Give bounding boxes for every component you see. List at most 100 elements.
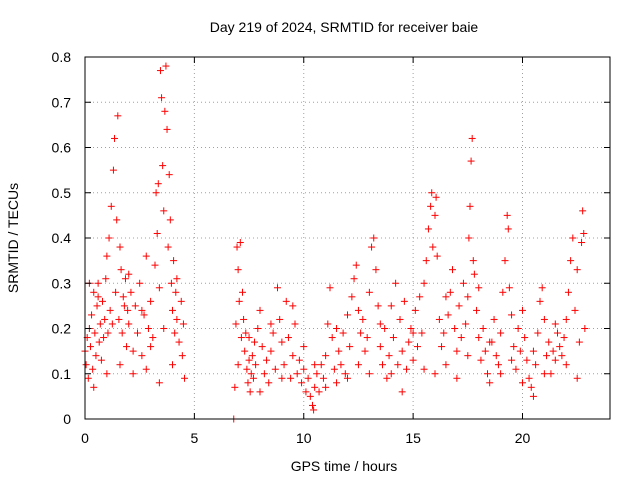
data-point <box>246 388 254 396</box>
data-point <box>138 306 146 314</box>
data-point <box>398 388 406 396</box>
data-point <box>529 392 537 400</box>
data-point <box>359 315 367 323</box>
data-point <box>564 288 572 296</box>
data-point <box>449 266 456 274</box>
data-point <box>547 370 555 378</box>
data-point <box>527 383 535 391</box>
data-point <box>451 325 459 332</box>
data-point <box>311 361 319 369</box>
data-point <box>231 383 239 391</box>
data-point <box>115 315 123 323</box>
data-point <box>129 370 137 378</box>
data-point <box>242 329 250 337</box>
data-point <box>516 347 524 355</box>
data-point <box>499 288 507 296</box>
data-point <box>400 297 408 305</box>
data-point <box>333 379 341 387</box>
data-point <box>240 315 248 323</box>
data-point <box>379 361 386 369</box>
data-point <box>465 234 473 242</box>
data-point <box>519 379 526 387</box>
data-point <box>464 352 472 360</box>
data-point <box>497 329 505 337</box>
data-point <box>106 306 114 314</box>
data-point <box>267 347 275 355</box>
data-point <box>534 329 542 337</box>
data-point <box>95 338 103 346</box>
data-point <box>431 211 439 219</box>
data-point <box>569 234 577 242</box>
data-point <box>416 293 424 301</box>
data-point <box>503 211 511 219</box>
data-point <box>429 243 437 251</box>
data-point <box>337 361 345 369</box>
data-point <box>258 343 266 351</box>
data-point <box>248 352 256 360</box>
data-point <box>291 320 299 328</box>
data-point <box>237 334 245 342</box>
data-point <box>103 252 111 260</box>
data-point <box>514 325 522 332</box>
data-point <box>300 365 308 373</box>
data-point <box>138 352 146 360</box>
data-point <box>468 134 476 142</box>
data-point <box>403 365 411 373</box>
data-point <box>469 257 477 265</box>
data-point <box>274 284 281 292</box>
data-point <box>96 320 104 328</box>
data-point <box>142 365 150 373</box>
data-point <box>341 370 349 378</box>
data-point <box>309 401 316 409</box>
data-point <box>512 365 520 373</box>
data-point <box>446 288 454 296</box>
data-point <box>263 356 271 364</box>
data-point <box>490 315 498 323</box>
data-point <box>111 134 119 142</box>
data-point <box>328 334 336 342</box>
data-point <box>142 252 150 260</box>
data-point <box>169 361 176 369</box>
data-point <box>276 315 284 323</box>
data-point <box>179 320 187 328</box>
data-point <box>414 343 421 351</box>
data-point <box>418 329 426 337</box>
data-point <box>251 338 259 346</box>
data-point <box>442 361 450 369</box>
data-point <box>123 343 131 351</box>
x-tick-label: 20 <box>515 430 531 446</box>
data-point <box>243 365 251 373</box>
data-point <box>431 370 439 378</box>
data-point <box>289 352 297 360</box>
data-point <box>119 293 127 301</box>
data-point <box>326 284 334 292</box>
data-point <box>354 306 362 314</box>
data-point <box>335 347 343 355</box>
data-point <box>352 261 360 269</box>
data-point <box>363 334 371 342</box>
data-point <box>84 374 92 382</box>
data-point <box>169 306 176 314</box>
data-point <box>234 361 242 369</box>
data-point <box>172 288 180 296</box>
x-axis-label: GPS time / hours <box>291 458 398 474</box>
data-point <box>453 374 461 382</box>
data-point <box>166 216 174 224</box>
data-point <box>171 329 179 337</box>
data-point <box>409 329 417 337</box>
data-point <box>554 329 561 337</box>
data-point <box>558 352 566 360</box>
data-point <box>124 306 132 314</box>
data-point <box>581 325 589 332</box>
data-point <box>562 361 570 369</box>
data-point <box>92 352 100 360</box>
data-point <box>365 288 373 296</box>
data-point <box>249 374 257 382</box>
data-point <box>239 288 246 296</box>
data-point <box>108 320 116 328</box>
data-point <box>459 279 467 287</box>
data-point <box>479 325 487 332</box>
data-point <box>94 279 102 287</box>
